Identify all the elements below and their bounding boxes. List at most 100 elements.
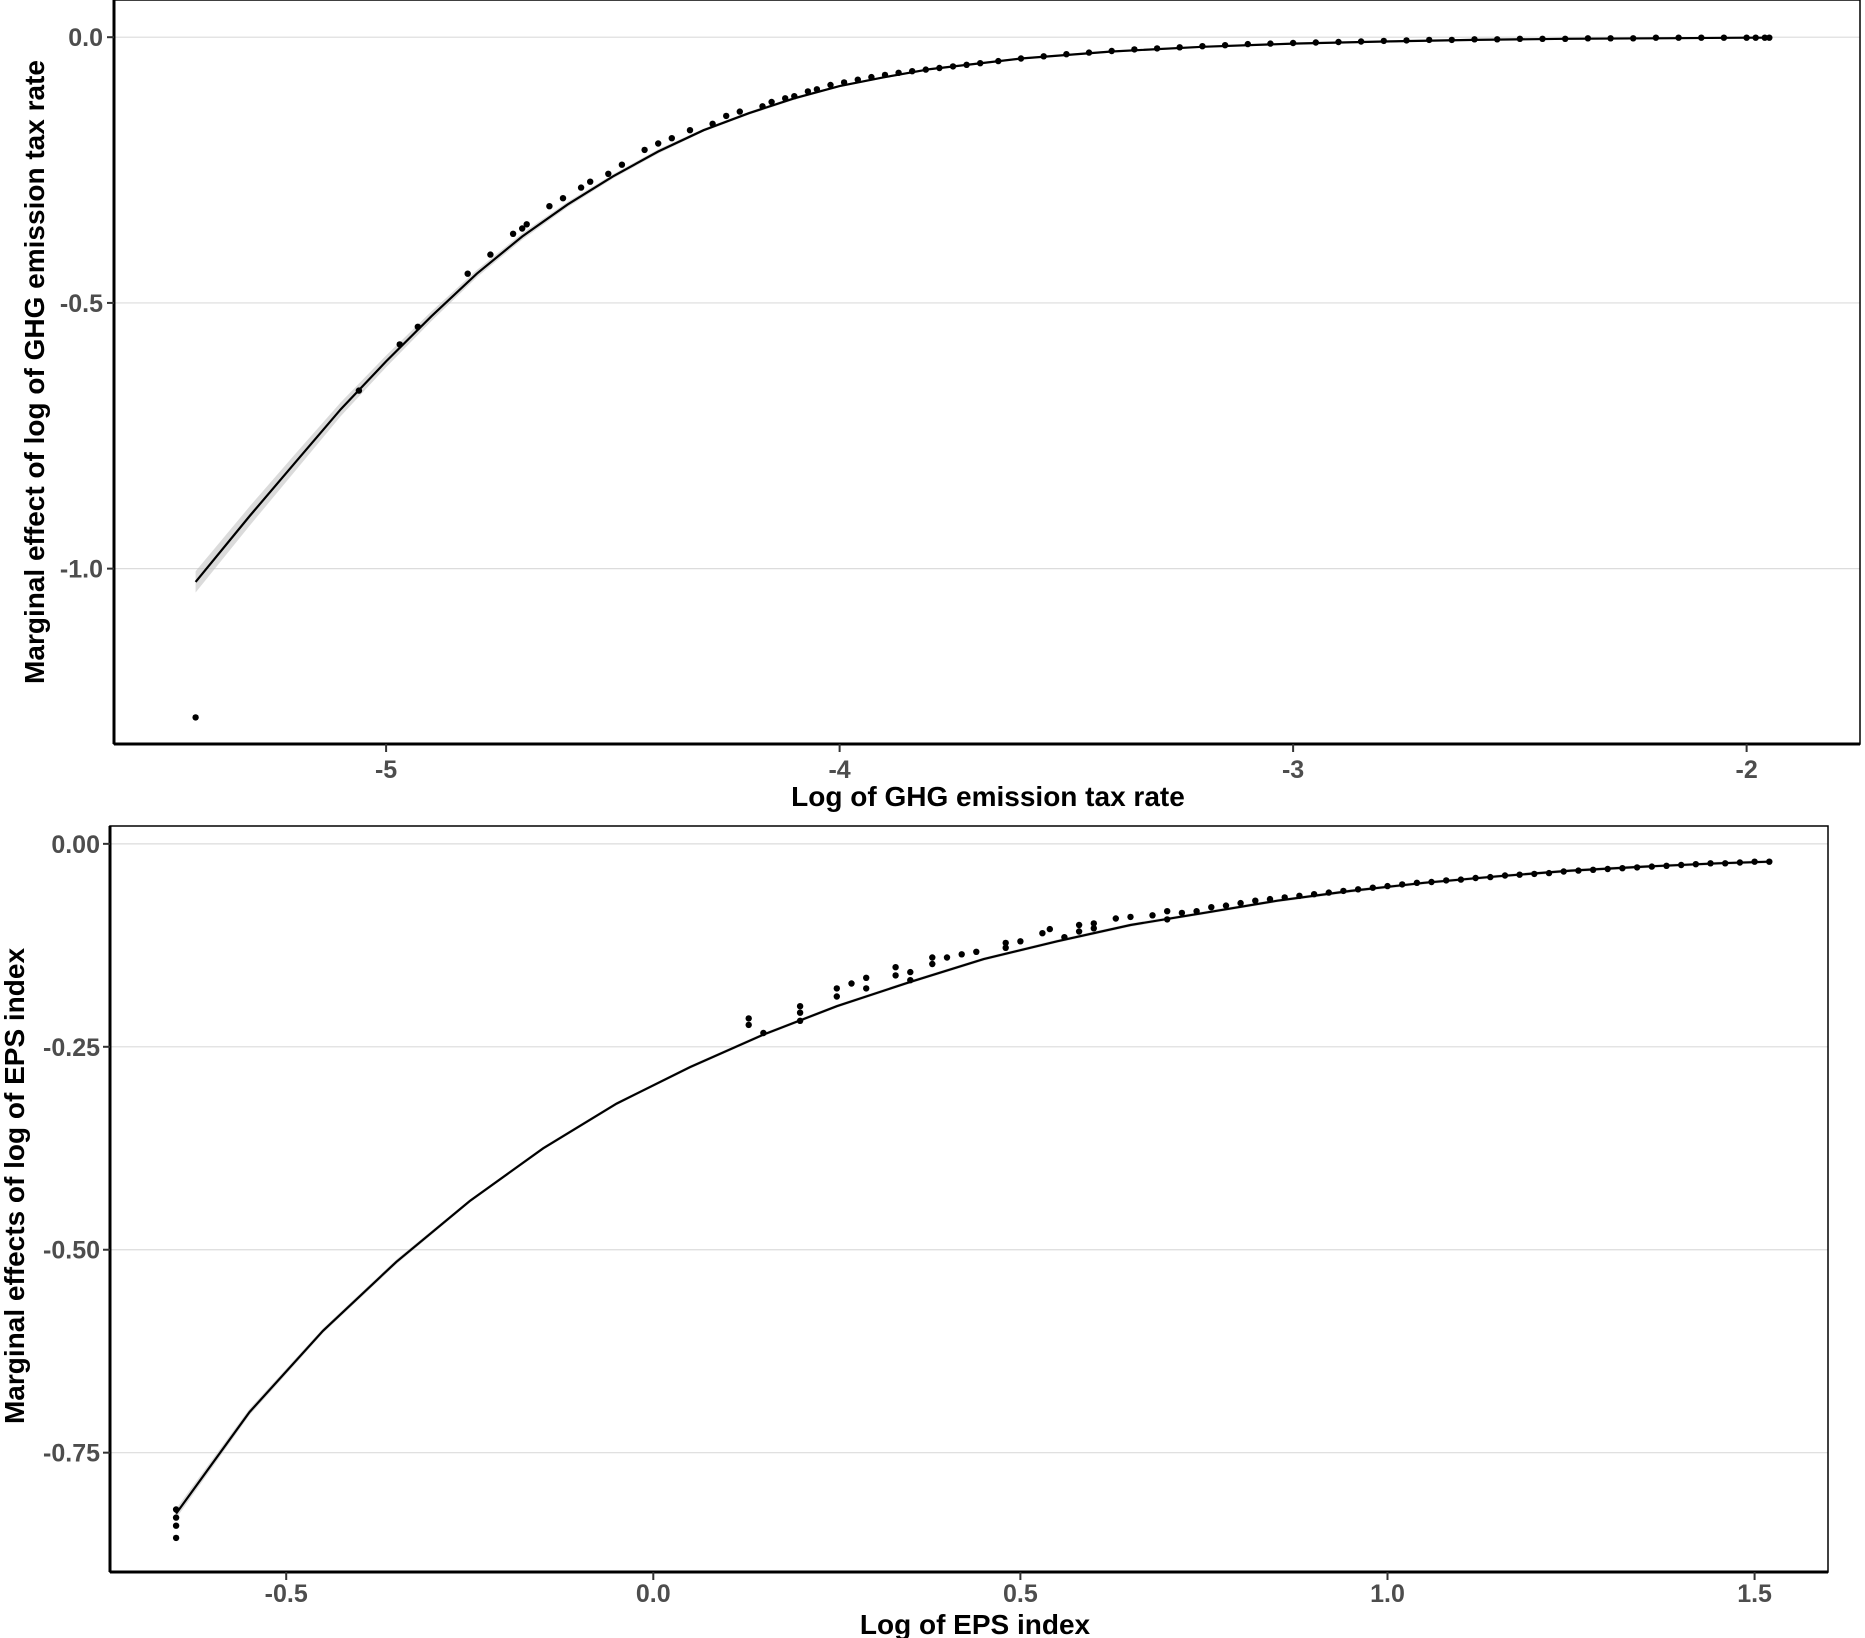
x-tick-label-2: -3 [1282, 756, 1304, 784]
data-point [1335, 38, 1342, 46]
data-point [796, 1009, 804, 1016]
data-point [1413, 879, 1421, 886]
data-point [1539, 35, 1546, 42]
data-point [172, 1534, 180, 1542]
data-point [668, 135, 675, 142]
data-point [833, 993, 840, 1000]
data-point [840, 79, 848, 86]
data-point [1743, 34, 1750, 41]
data-point [1112, 915, 1120, 922]
data-point [1648, 863, 1656, 870]
data-point [1761, 34, 1769, 41]
data-point [519, 225, 526, 232]
data-point [1221, 42, 1229, 49]
chart-ghg-tax: 0.0 -0.5 -1.0 -5 -4 -3 -2 Log of GHG emission … [19, 0, 1861, 812]
data-point [907, 977, 914, 984]
data-point [559, 195, 567, 202]
data-point [929, 960, 936, 968]
fit-curve [194, 36, 1770, 583]
data-point [868, 73, 875, 81]
data-point [1698, 34, 1705, 41]
data-point [1562, 35, 1569, 42]
data-point [1131, 46, 1138, 53]
data-point [909, 68, 916, 75]
data-point [1017, 938, 1024, 945]
data-point [509, 230, 517, 237]
chart-eps-index: 0.00 -0.25 -0.50 -0.75 -0.5 0.0 0.5 1.0 1.5 Log … [0, 825, 1829, 1638]
data-point [1443, 877, 1450, 884]
data-point [804, 88, 812, 95]
data-point [1675, 34, 1682, 41]
data-point [1164, 916, 1171, 923]
data-point [546, 203, 553, 210]
data-point [1403, 37, 1410, 44]
data-point [1127, 913, 1134, 921]
data-point [907, 968, 914, 976]
data-point [1584, 35, 1592, 42]
scatter-points [172, 858, 1773, 1542]
x-tick-label-4: 1.5 [1737, 1580, 1772, 1608]
panel-frame [108, 825, 1829, 1574]
data-point [760, 1029, 767, 1037]
data-point [686, 127, 694, 134]
y-axis-title: Marginal effects of log of EPS index [0, 948, 30, 1424]
x-axis-title: Log of EPS index [860, 1609, 1091, 1638]
data-point [943, 954, 951, 961]
data-point [1208, 904, 1215, 911]
data-point [723, 112, 730, 120]
y-tick-label-3: -0.75 [43, 1440, 100, 1468]
data-point [577, 184, 585, 191]
y-tick-label-2: -0.50 [43, 1237, 100, 1265]
data-point [1766, 858, 1773, 865]
data-point [1707, 860, 1714, 867]
data-point [1457, 876, 1465, 883]
panel-border [109, 825, 1829, 1573]
fit-line [175, 860, 1770, 1515]
data-point [1766, 34, 1773, 41]
data-point [1085, 49, 1093, 56]
data-point [1722, 860, 1729, 867]
data-point [1589, 866, 1597, 873]
data-point [1607, 35, 1614, 42]
data-point [1193, 908, 1200, 915]
data-point [796, 1003, 804, 1010]
data-point [1340, 887, 1347, 895]
data-point [1448, 36, 1456, 44]
data-point [1633, 864, 1641, 871]
axis-ticks: 0.0 -0.5 -1.0 -5 -4 -3 -2 [60, 24, 1758, 784]
panel-frame [112, 0, 1861, 746]
data-point [587, 178, 594, 185]
data-point [192, 714, 199, 721]
data-point [1325, 889, 1333, 896]
data-point [1153, 45, 1161, 52]
x-tick-label-1: 0.0 [636, 1580, 671, 1608]
data-point [1487, 873, 1494, 881]
data-point [827, 81, 834, 89]
data-point [1619, 865, 1626, 872]
data-point [464, 270, 471, 277]
y-tick-label-0: 0.0 [68, 24, 103, 52]
data-point [1652, 34, 1660, 41]
x-tick-label-2: 0.5 [1003, 1580, 1038, 1608]
data-point [854, 76, 861, 83]
data-point [963, 61, 970, 68]
data-point [1267, 40, 1274, 47]
gridlines [114, 36, 1860, 570]
data-point [922, 66, 929, 73]
data-point [1061, 934, 1068, 941]
data-point [895, 69, 902, 77]
x-tick-label-3: -2 [1736, 756, 1758, 784]
data-point [1039, 930, 1046, 937]
data-point [655, 140, 662, 147]
y-tick-label-1: -0.5 [60, 290, 103, 318]
data-point [172, 1514, 180, 1521]
fit-curve [175, 860, 1770, 1515]
data-point [949, 63, 957, 70]
data-point [995, 57, 1002, 65]
data-point [487, 251, 494, 258]
data-point [745, 1015, 752, 1022]
data-point [1472, 874, 1479, 882]
data-point [1604, 865, 1611, 873]
axis-ticks: 0.00 -0.25 -0.50 -0.75 -0.5 0.0 0.5 1.0 1.5 [43, 831, 1772, 1608]
